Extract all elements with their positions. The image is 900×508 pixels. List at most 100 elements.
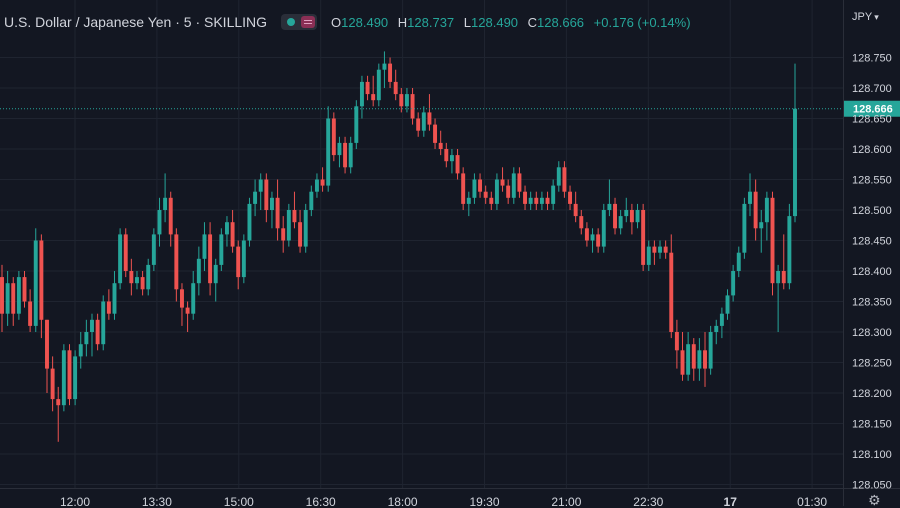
y-tick-label: 128.400 [852,266,892,278]
symbol-title[interactable]: U.S. Dollar / Japanese Yen · 5 · SKILLIN… [4,14,268,30]
candle [680,332,685,381]
candle [500,167,505,192]
candle [697,338,702,381]
candle [5,271,10,326]
candle-body [601,210,606,247]
candle [185,301,190,332]
candle [168,191,173,247]
y-tick-label: 128.450 [852,236,892,248]
candle-body [624,210,629,217]
candle-body [320,179,325,186]
candle [714,319,719,345]
candle-body [489,197,494,204]
candle-body [472,179,477,198]
x-tick-label: 17 [724,495,738,506]
candle [73,350,78,406]
candle-body [168,197,173,235]
currency-label: JPY [852,11,873,23]
candle [33,228,38,332]
candle [337,136,342,168]
x-tick-label: 01:30 [797,495,827,506]
candle-body [725,295,730,314]
y-tick-label: 128.600 [852,144,892,156]
low-value: 128.490 [471,14,519,30]
candle-body [348,142,353,168]
candle [67,344,72,406]
candle [523,185,528,210]
candle [742,197,747,259]
candle-body [0,277,4,314]
candle [191,271,196,320]
candle [326,106,331,192]
candle-body [534,197,539,204]
candle [691,338,696,381]
candle-body [22,277,27,302]
candle-body [224,222,229,235]
candle [275,179,280,241]
candle-body [658,246,662,253]
candle [241,234,246,284]
candle-body [613,203,617,229]
candle [663,240,668,259]
candle-body [33,240,38,326]
candle-body [129,271,134,284]
candle-body [157,210,162,235]
candle [281,216,286,253]
candle-body [196,258,201,284]
candle [455,149,460,180]
candle-body [433,124,438,143]
candle [635,203,640,229]
candle [416,112,421,137]
candle [764,191,769,241]
candle-body [449,155,454,162]
candle [444,142,449,168]
candle-body [151,234,156,265]
candle [725,289,730,320]
candle [613,197,617,235]
candle-body [393,81,398,95]
gear-icon[interactable]: ⚙ [868,492,881,508]
candle-body [5,283,10,314]
candle [551,179,556,210]
candle-body [793,108,797,217]
candle-body [191,283,196,314]
candle-body [314,179,319,192]
candle [208,222,213,296]
candle [674,319,679,369]
candle-body [208,234,213,284]
candle [286,203,291,247]
candle [433,118,438,149]
candle [410,88,415,125]
high-value: 128.737 [407,14,455,30]
candle-body [770,197,775,284]
candle [607,179,612,217]
market-status-pill[interactable] [281,14,318,30]
candle [388,57,393,88]
candle-body [309,191,314,210]
candle [478,173,483,198]
candle-body [478,179,483,192]
candle [652,240,657,265]
currency-button[interactable]: JPY ▾ [852,11,879,23]
candle-body [506,185,511,198]
y-tick-label: 128.300 [852,327,892,339]
candle-body [376,69,381,101]
candle [28,289,33,332]
candle [461,167,466,210]
candle [793,63,797,223]
candle [253,179,258,217]
candle [101,295,106,351]
candle-body [562,167,567,192]
candle [618,210,623,235]
candle-body [410,94,415,119]
candle-body [438,142,443,149]
candle-body [455,155,460,174]
candle-body [106,301,111,314]
candle [787,203,792,290]
market-open-dot-icon [287,18,296,26]
candle [489,191,494,210]
candle [123,228,128,278]
candle [376,63,381,107]
